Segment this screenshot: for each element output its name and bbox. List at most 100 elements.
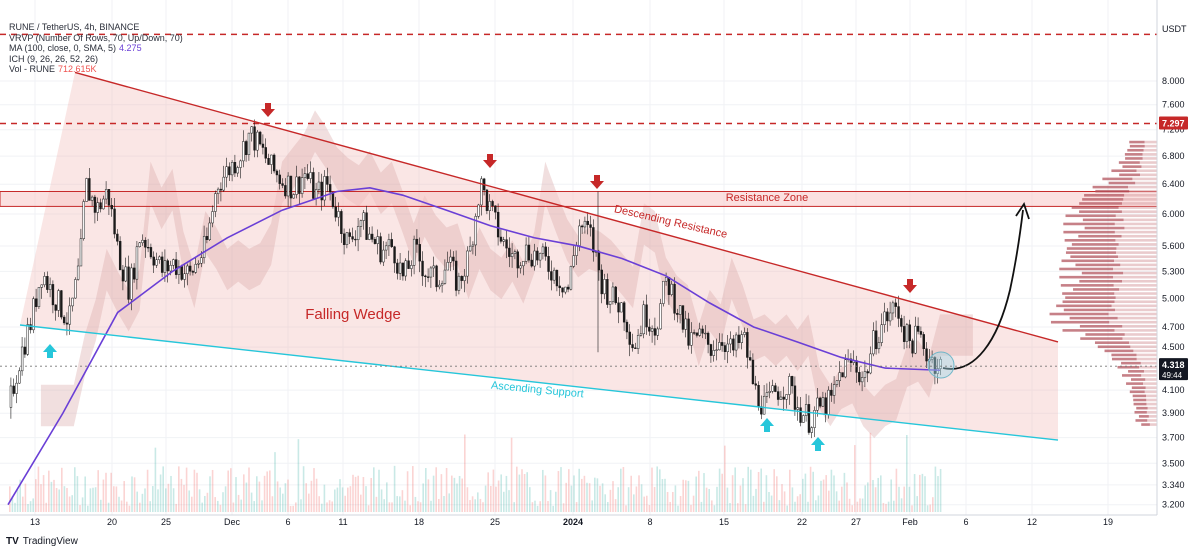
- candle-body: [718, 342, 721, 351]
- legend-vrvp[interactable]: VRVP (Number Of Rows, 70, Up/Down, 70): [9, 33, 183, 44]
- volume-bar: [97, 470, 99, 512]
- volume-bar: [458, 475, 461, 512]
- candle-body: [880, 324, 883, 343]
- candle-body: [930, 357, 934, 360]
- tradingview-logo[interactable]: TV TradingView: [6, 536, 78, 547]
- volume-bar: [651, 467, 653, 512]
- volume-bar: [42, 475, 45, 512]
- volume-bar: [588, 483, 591, 512]
- candle-body: [135, 246, 139, 280]
- volume-profile-bar: [1122, 324, 1157, 328]
- volume-bar: [484, 485, 487, 512]
- volume-profile-bar: [1122, 374, 1142, 377]
- volume-bar: [778, 500, 781, 512]
- legend-ich-text: ICH (9, 26, 26, 52, 26): [9, 53, 99, 64]
- volume-bar: [68, 496, 71, 512]
- candle-body: [286, 175, 290, 197]
- volume-bar: [851, 505, 853, 512]
- volume-profile-bar: [1149, 423, 1157, 426]
- volume-bar: [677, 505, 679, 512]
- volume-bar: [162, 466, 164, 512]
- candle-body: [71, 297, 74, 307]
- candle-body: [37, 287, 41, 308]
- candle-body: [281, 183, 284, 186]
- candle-body: [919, 331, 923, 335]
- volume-bar: [399, 496, 401, 512]
- volume-profile-bar: [1071, 243, 1119, 246]
- volume-bar: [469, 500, 471, 512]
- candle-body: [617, 302, 620, 313]
- candle-body: [816, 397, 819, 411]
- volume-bar: [331, 501, 333, 512]
- candle-body: [488, 201, 491, 211]
- candle-body: [188, 265, 192, 272]
- volume-bar: [474, 499, 476, 512]
- x-tick-label: 2024: [563, 517, 583, 527]
- volume-bar: [55, 487, 58, 512]
- candle-body: [547, 256, 550, 272]
- volume-bar: [126, 501, 128, 512]
- candle-body: [163, 260, 167, 273]
- volume-profile-bar: [1131, 386, 1146, 390]
- candle-body: [452, 256, 455, 262]
- volume-bar: [61, 467, 63, 512]
- last-price-badge[interactable]: [1159, 358, 1188, 381]
- candle-body: [603, 279, 606, 295]
- volume-bar: [323, 484, 326, 512]
- volume-bar: [898, 486, 900, 512]
- volume-profile-bar: [1063, 222, 1115, 226]
- tv-brand-text: TradingView: [22, 536, 78, 547]
- volume-profile-bar: [1143, 148, 1157, 152]
- volume-profile-bar: [1115, 239, 1157, 242]
- candle-body: [88, 178, 91, 201]
- volume-bar: [53, 479, 55, 512]
- volume-profile-bar: [1144, 144, 1157, 148]
- volume-bar: [159, 474, 162, 512]
- volume-profile-bar: [1082, 218, 1124, 222]
- candle-body: [298, 176, 301, 194]
- volume-bar: [557, 471, 560, 512]
- candle-body: [275, 170, 279, 176]
- legend-ma-value: 4.275: [119, 43, 142, 53]
- volume-bar: [874, 487, 877, 512]
- volume-bar: [224, 486, 227, 512]
- candle-body: [256, 131, 259, 151]
- ma-100-line: [7, 187, 941, 506]
- volume-bar: [549, 490, 552, 512]
- volume-bar: [932, 497, 934, 512]
- volume-profile-bar: [1132, 177, 1157, 181]
- volume-bar: [560, 467, 562, 512]
- volume-bar: [302, 466, 305, 512]
- candle-body: [522, 261, 525, 267]
- volume-bar: [432, 475, 435, 512]
- candle-body: [550, 271, 553, 281]
- legend-vol[interactable]: Vol - RUNE 712.615K: [9, 64, 183, 75]
- volume-bar: [274, 452, 276, 512]
- candle-body: [768, 391, 771, 393]
- candle-body: [813, 410, 816, 428]
- volume-bar: [854, 445, 856, 512]
- volume-bar: [287, 479, 289, 512]
- candle-body: [18, 370, 21, 384]
- volume-bar: [848, 498, 851, 512]
- volume-bar: [235, 477, 237, 512]
- volume-bar: [430, 500, 432, 512]
- volume-bar: [417, 501, 419, 512]
- volume-bar: [575, 502, 578, 512]
- candle-body: [300, 177, 304, 194]
- volume-bar: [22, 496, 24, 512]
- legend-ich[interactable]: ICH (9, 26, 26, 52, 26): [9, 54, 183, 65]
- legend-ma[interactable]: MA (100, close, 0, SMA, 5) 4.275: [9, 43, 183, 54]
- candle-body: [250, 126, 253, 134]
- candle-body: [524, 244, 528, 262]
- candle-body: [664, 277, 668, 282]
- volume-bar: [422, 483, 424, 512]
- candle-body: [118, 241, 122, 271]
- legend-symbol[interactable]: RUNE / TetherUS, 4h, BINANCE: [9, 22, 183, 33]
- volume-bar: [518, 474, 521, 512]
- resistance-zone-label: Resistance Zone: [726, 192, 809, 204]
- volume-bar: [497, 480, 500, 512]
- volume-bar: [627, 487, 630, 512]
- x-tick-label: Feb: [902, 517, 918, 527]
